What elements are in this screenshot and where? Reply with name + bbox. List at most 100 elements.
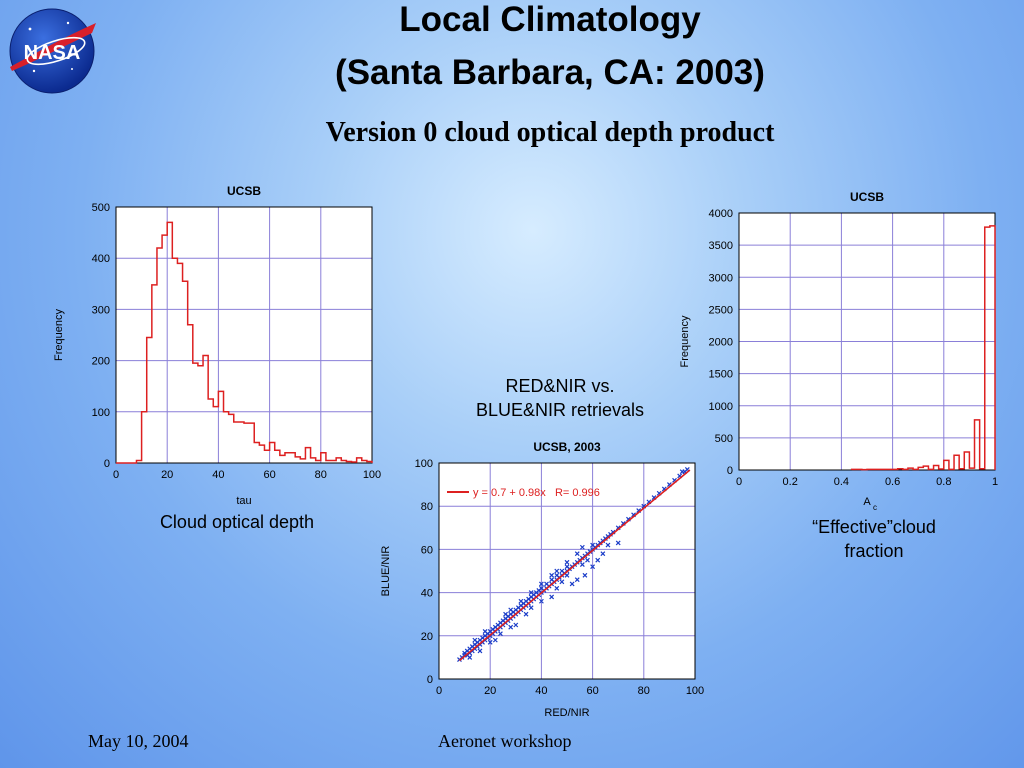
scatter-point: [498, 631, 503, 637]
scatter-point: [472, 637, 478, 643]
scatter-point: [574, 551, 580, 557]
scatter-point: [513, 622, 519, 628]
plot-area: [116, 207, 372, 463]
scatter-point: [564, 572, 570, 578]
x-axis-label: A: [863, 496, 871, 508]
x-tick-label: 20: [161, 469, 173, 481]
histogram-bin: [193, 363, 198, 463]
histogram-bin: [264, 450, 269, 463]
scatter-point: [554, 568, 560, 574]
scatter-point: [538, 598, 544, 604]
x-tick-label: 40: [212, 469, 224, 481]
histogram-outline: [850, 225, 996, 471]
histogram-bin: [203, 355, 208, 463]
histogram-bin: [147, 338, 152, 463]
caption-ac-line2: fraction: [844, 541, 904, 561]
scatter-point: [585, 557, 590, 563]
histogram-bin: [270, 443, 275, 463]
scatter-point: [538, 581, 544, 587]
scatter-point: [615, 540, 621, 546]
y-tick-label: 0: [727, 465, 733, 477]
histogram-bin: [893, 469, 898, 470]
scatter-point: [503, 611, 508, 617]
y-axis-label: BLUE/NIR: [380, 546, 392, 597]
scatter-point: [590, 542, 596, 548]
y-axis-label: Frequency: [53, 309, 65, 361]
plot-border: [438, 462, 696, 680]
histogram-bin: [295, 457, 300, 463]
histogram-bin: [352, 462, 357, 463]
y-tick-label: 500: [92, 202, 110, 214]
footer-date: May 10, 2004: [88, 731, 189, 751]
y-tick-label: 40: [421, 588, 433, 600]
caption-retrievals-line2: BLUE&NIR retrievals: [475, 400, 645, 420]
histogram-bin: [177, 263, 182, 463]
y-tick-label: 1500: [709, 369, 733, 381]
scatter-point: [564, 559, 570, 565]
histogram-bin: [918, 467, 923, 470]
x-tick-label: 0: [436, 685, 442, 697]
scatter-point: [508, 607, 514, 613]
histogram-outline: [116, 221, 373, 464]
x-tick-label: 20: [484, 685, 496, 697]
scatter-point: [595, 557, 601, 563]
scatter-point: [467, 654, 473, 660]
tau-histogram-chart: 0 20 40 60 80 100 0 100 200 300 400 500 UCSB tau Frequ…: [53, 184, 381, 507]
x-tick-label: 100: [363, 469, 381, 481]
histogram-bin: [954, 455, 959, 470]
histogram-bin: [908, 468, 913, 470]
scatter-point: [528, 590, 534, 596]
histogram-bin: [857, 469, 862, 470]
y-tick-label: 0: [104, 458, 110, 470]
scatter-point: [487, 639, 493, 645]
x-axis-label: tau: [236, 495, 251, 507]
histogram-bin: [923, 466, 928, 470]
histogram-bin: [877, 469, 882, 470]
red-blue-scatter-chart: 0 20 40 60 80 100 0 20 40 60 80 100 UCSB, 2003 y = 0.…: [380, 440, 704, 719]
y-tick-label: 2500: [709, 304, 733, 316]
histogram-bin: [903, 469, 908, 470]
chart-title: UCSB, 2003: [533, 440, 601, 454]
histogram-bin: [321, 453, 326, 463]
y-tick-label: 3500: [709, 240, 733, 252]
histogram-bin: [944, 460, 949, 470]
footer-event: Aeronet workshop: [438, 731, 572, 751]
scatter-point: [482, 629, 488, 634]
caption-effective-cloud-fraction: “Effective”cloud fraction: [764, 515, 984, 563]
scatter-point: [579, 562, 585, 567]
histogram-bin: [218, 391, 223, 463]
scatter-point: [579, 544, 585, 550]
scatter-point: [549, 572, 555, 578]
histogram-bin: [913, 469, 918, 470]
histogram-bin: [224, 412, 229, 463]
scatter-point: [582, 572, 588, 578]
scatter-point: [554, 585, 560, 591]
histogram-bin: [852, 469, 857, 470]
slide-title-line1: Local Climatology: [399, 0, 701, 39]
histogram-bin: [172, 258, 177, 463]
histogram-bin: [239, 422, 244, 463]
histogram-bin: [939, 469, 944, 470]
scatter-point: [528, 605, 534, 611]
y-tick-label: 100: [415, 458, 433, 470]
histogram-bin: [229, 414, 234, 463]
histogram-bin: [198, 366, 203, 463]
histogram-bin: [162, 235, 167, 463]
histogram-bin: [259, 445, 264, 463]
histogram-bin: [887, 469, 892, 470]
histogram-bin: [136, 460, 141, 463]
y-tick-label: 80: [421, 501, 433, 513]
histogram-bin: [249, 423, 254, 463]
ac-histogram-chart: 0 0.2 0.4 0.6 0.8 1 0 500 1000 1500 2000 2500 3000 35…: [679, 190, 998, 512]
histogram-bin: [326, 460, 331, 463]
y-tick-label: 20: [421, 631, 433, 643]
x-tick-label: 100: [686, 685, 704, 697]
histogram-bin: [311, 458, 316, 463]
histogram-bin: [882, 469, 887, 470]
histogram-bin: [290, 453, 295, 463]
histogram-bin: [964, 452, 969, 470]
histogram-bin: [872, 469, 877, 470]
histogram-bin: [331, 460, 336, 463]
histogram-bin: [208, 399, 213, 463]
x-tick-label: 0.8: [936, 476, 951, 488]
